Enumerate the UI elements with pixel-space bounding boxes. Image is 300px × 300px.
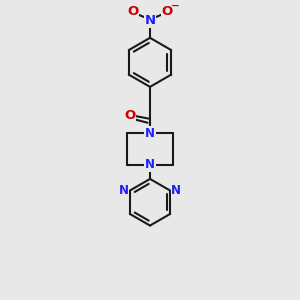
- Text: N: N: [171, 184, 181, 197]
- Text: −: −: [171, 1, 180, 11]
- Text: O: O: [162, 5, 173, 18]
- Text: N: N: [145, 158, 155, 171]
- Text: O: O: [127, 5, 138, 18]
- Text: O: O: [124, 109, 136, 122]
- Text: N: N: [145, 127, 155, 140]
- Text: N: N: [144, 14, 156, 27]
- Text: N: N: [119, 184, 129, 197]
